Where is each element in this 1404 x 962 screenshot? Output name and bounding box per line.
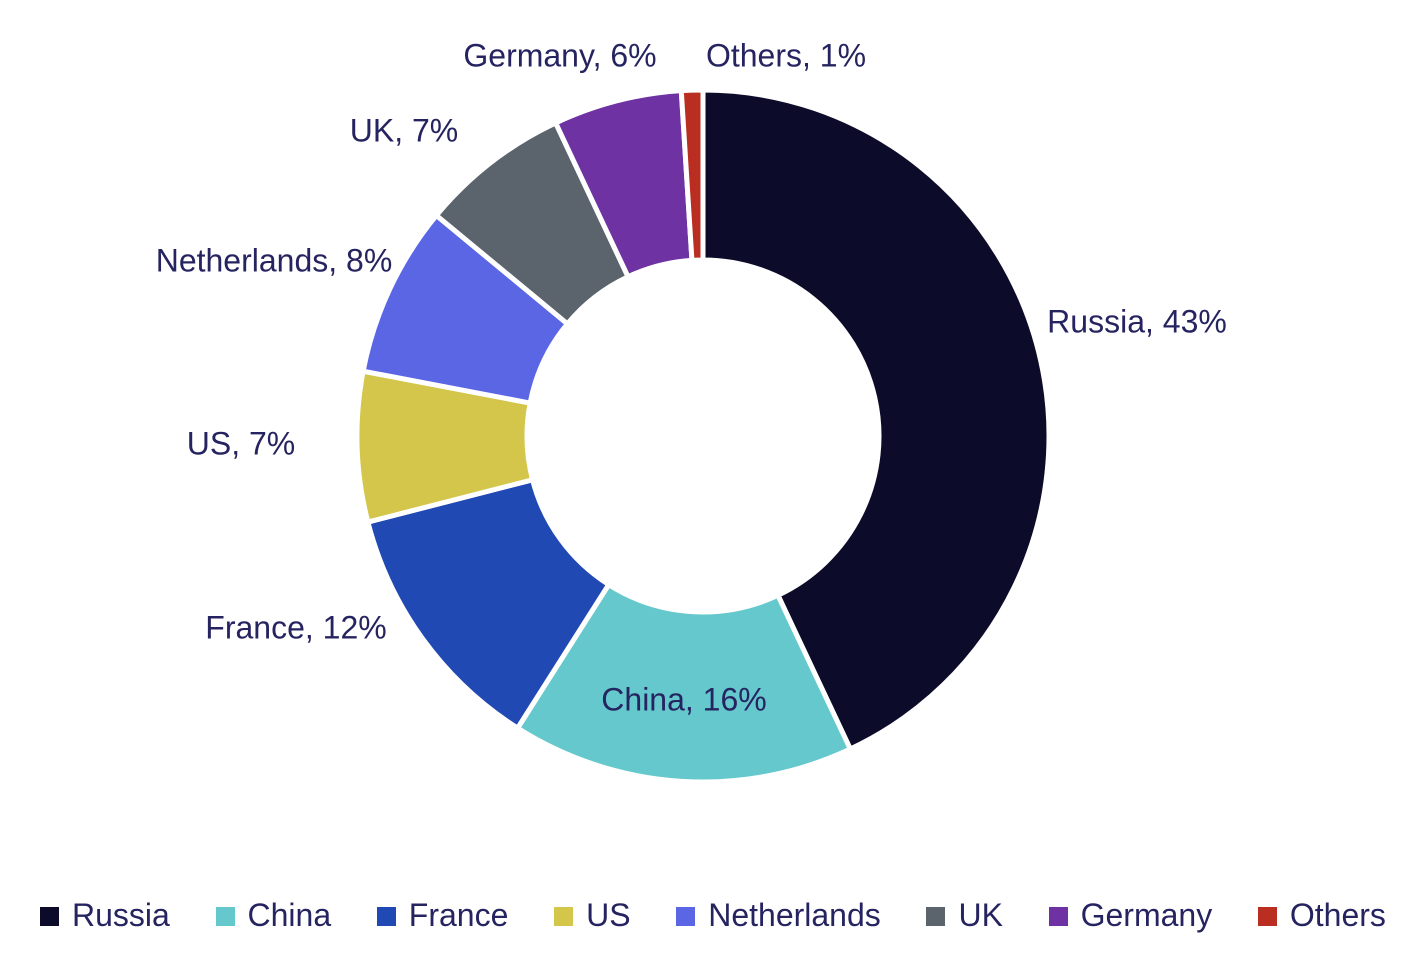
legend-label: Netherlands — [708, 896, 881, 933]
legend-item-russia[interactable]: Russia — [40, 897, 170, 934]
legend-swatch-icon — [40, 906, 59, 926]
legend-item-china[interactable]: China — [215, 896, 332, 934]
legend-swatch-icon — [376, 906, 396, 926]
legend-swatch-icon — [926, 906, 946, 926]
legend-item-us[interactable]: US — [554, 896, 631, 934]
slice-label-netherlands: Netherlands, 8% — [155, 242, 393, 279]
slice-others[interactable] — [678, 87, 706, 264]
legend-swatch-icon — [676, 906, 696, 926]
legend-item-france[interactable]: France — [376, 896, 509, 934]
legend-label: Russia — [72, 896, 170, 933]
legend-label: China — [247, 896, 332, 933]
slice-label-us: US, 7% — [186, 425, 296, 462]
legend-item-germany[interactable]: Germany — [1048, 896, 1213, 934]
legend-swatch-icon — [215, 906, 235, 926]
legend-label: UK — [958, 896, 1003, 933]
legend-label: France — [408, 896, 509, 933]
legend-swatch-icon — [1257, 906, 1277, 926]
legend-item-others[interactable]: Others — [1257, 896, 1386, 934]
slice-label-uk: UK, 7% — [349, 112, 459, 149]
slice-label-germany: Germany, 6% — [463, 37, 657, 74]
legend: Russia China France US Netherlands UK Germany O… — [40, 896, 1386, 934]
legend-swatch-icon — [1048, 906, 1068, 926]
slice-china[interactable] — [514, 581, 854, 785]
slice-russia[interactable] — [700, 87, 1052, 753]
slice-label-china: China, 16% — [601, 681, 767, 718]
legend-label: Others — [1289, 896, 1386, 933]
legend-item-uk[interactable]: UK — [926, 896, 1003, 934]
slice-label-russia: Russia, 43% — [1047, 303, 1227, 340]
slice-label-france: France, 12% — [205, 609, 387, 646]
legend-label: US — [586, 896, 631, 933]
legend-item-netherlands[interactable]: Netherlands — [676, 897, 881, 934]
slice-label-others: Others, 1% — [705, 37, 867, 74]
legend-label: Germany — [1080, 896, 1213, 933]
legend-swatch-icon — [554, 906, 574, 926]
